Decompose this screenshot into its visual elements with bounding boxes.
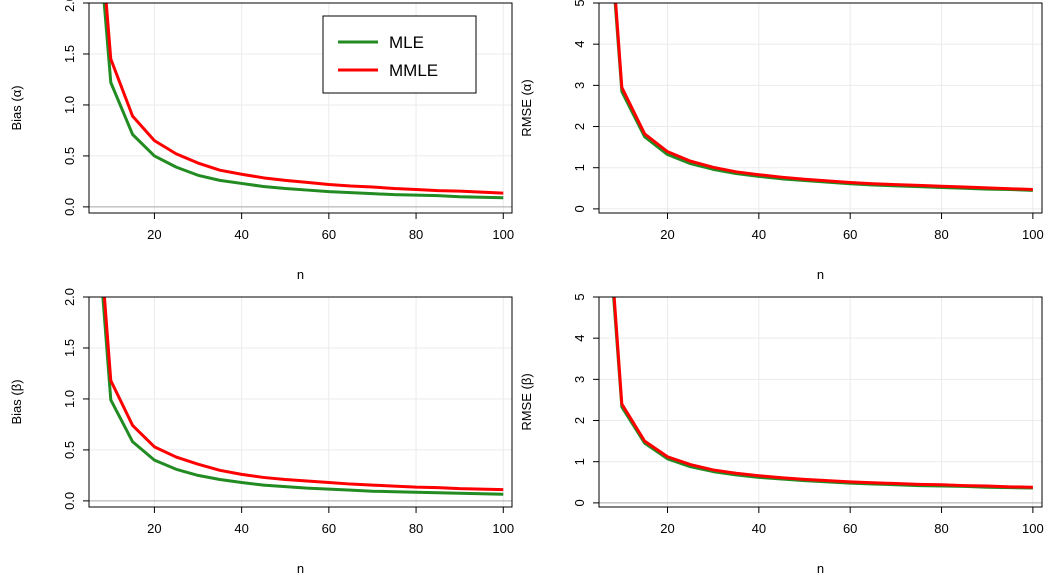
y-tick-label: 1.5 [62, 339, 77, 357]
y-tick-label: 0.5 [62, 441, 77, 459]
plot-frame [88, 296, 513, 508]
x-tick-label: 60 [843, 521, 857, 536]
y-tick-label: 4 [572, 41, 587, 48]
x-tick-label: 20 [147, 521, 161, 536]
chart-panel-2: 20 40 60 80 100 0 1 2 3 4 5 n RMSE (α) [519, 0, 1044, 282]
x-tick-label: 80 [934, 227, 948, 242]
y-axis-title: RMSE (β) [519, 373, 534, 430]
plot-frame [598, 296, 1043, 508]
y-tick-label: 0.0 [62, 492, 77, 510]
y-tick-label: 3 [572, 376, 587, 383]
series-line-mmle [612, 297, 1033, 489]
y-tick-label: 0 [572, 499, 587, 506]
series-line-mle [613, 3, 1033, 192]
x-tick-label: 60 [322, 521, 336, 536]
x-tick-label: 100 [1022, 227, 1044, 242]
y-tick-label: 2 [572, 123, 587, 130]
y-tick-label: 2.0 [62, 288, 77, 306]
legend-box [322, 15, 477, 94]
series-line-mmle [104, 3, 504, 195]
x-axis-title: n [817, 267, 824, 282]
y-tick-label: 3 [572, 82, 587, 89]
x-tick-label: 100 [1022, 521, 1044, 536]
y-tick-label: 1.0 [62, 96, 77, 114]
x-tick-label: 80 [934, 521, 948, 536]
chart-panel-3: 20 40 60 80 100 0.0 0.5 1.0 1.5 2.0 n Bias (β) [9, 288, 514, 576]
y-tick-label: 1 [572, 458, 587, 465]
series-line-mle [612, 297, 1033, 490]
x-tick-label: 100 [492, 227, 514, 242]
series-line-mle [102, 3, 504, 200]
y-tick-label: 4 [572, 335, 587, 342]
y-tick-label: 1.0 [62, 390, 77, 408]
x-tick-label: 20 [660, 521, 674, 536]
x-tick-label: 20 [660, 227, 674, 242]
x-tick-label: 20 [147, 227, 161, 242]
y-tick-label: 5 [572, 0, 587, 7]
x-axis-title: n [297, 561, 304, 576]
y-tick-label: 0.5 [62, 147, 77, 165]
x-tick-label: 40 [234, 521, 248, 536]
series-line-mmle [614, 3, 1033, 192]
x-tick-label: 40 [234, 227, 248, 242]
x-tick-label: 60 [322, 227, 336, 242]
x-tick-label: 40 [752, 227, 766, 242]
y-tick-label: 0 [572, 205, 587, 212]
x-tick-label: 60 [843, 227, 857, 242]
y-tick-label: 1.5 [62, 45, 77, 63]
y-tick-label: 5 [572, 293, 587, 300]
plot-frame [598, 2, 1043, 214]
legend: MLE MMLE [322, 15, 477, 94]
x-tick-label: 80 [409, 227, 423, 242]
chart-panel-4: 20 40 60 80 100 0 1 2 3 4 5 n RMSE (β) [519, 293, 1044, 576]
legend-label-mle: MLE [389, 33, 424, 52]
x-axis-title: n [297, 267, 304, 282]
x-axis-title: n [817, 561, 824, 576]
legend-label-mmle: MMLE [389, 61, 438, 80]
x-tick-label: 80 [409, 521, 423, 536]
plot-frame [88, 2, 513, 214]
y-axis-title: Bias (α) [9, 85, 24, 130]
y-tick-label: 2 [572, 417, 587, 424]
y-tick-label: 2.0 [62, 0, 77, 12]
series-line-mle [101, 297, 504, 496]
y-tick-label: 1 [572, 164, 587, 171]
x-tick-label: 40 [752, 521, 766, 536]
series-line-mmle [102, 297, 504, 492]
x-tick-label: 100 [492, 521, 514, 536]
y-axis-title: Bias (β) [9, 379, 24, 424]
y-axis-title: RMSE (α) [519, 79, 534, 136]
y-tick-label: 0.0 [62, 198, 77, 216]
chart-panel-1: 20 40 60 80 100 0.0 0.5 1.0 1.5 2.0 n Bias (α) MLE MM… [9, 0, 514, 282]
